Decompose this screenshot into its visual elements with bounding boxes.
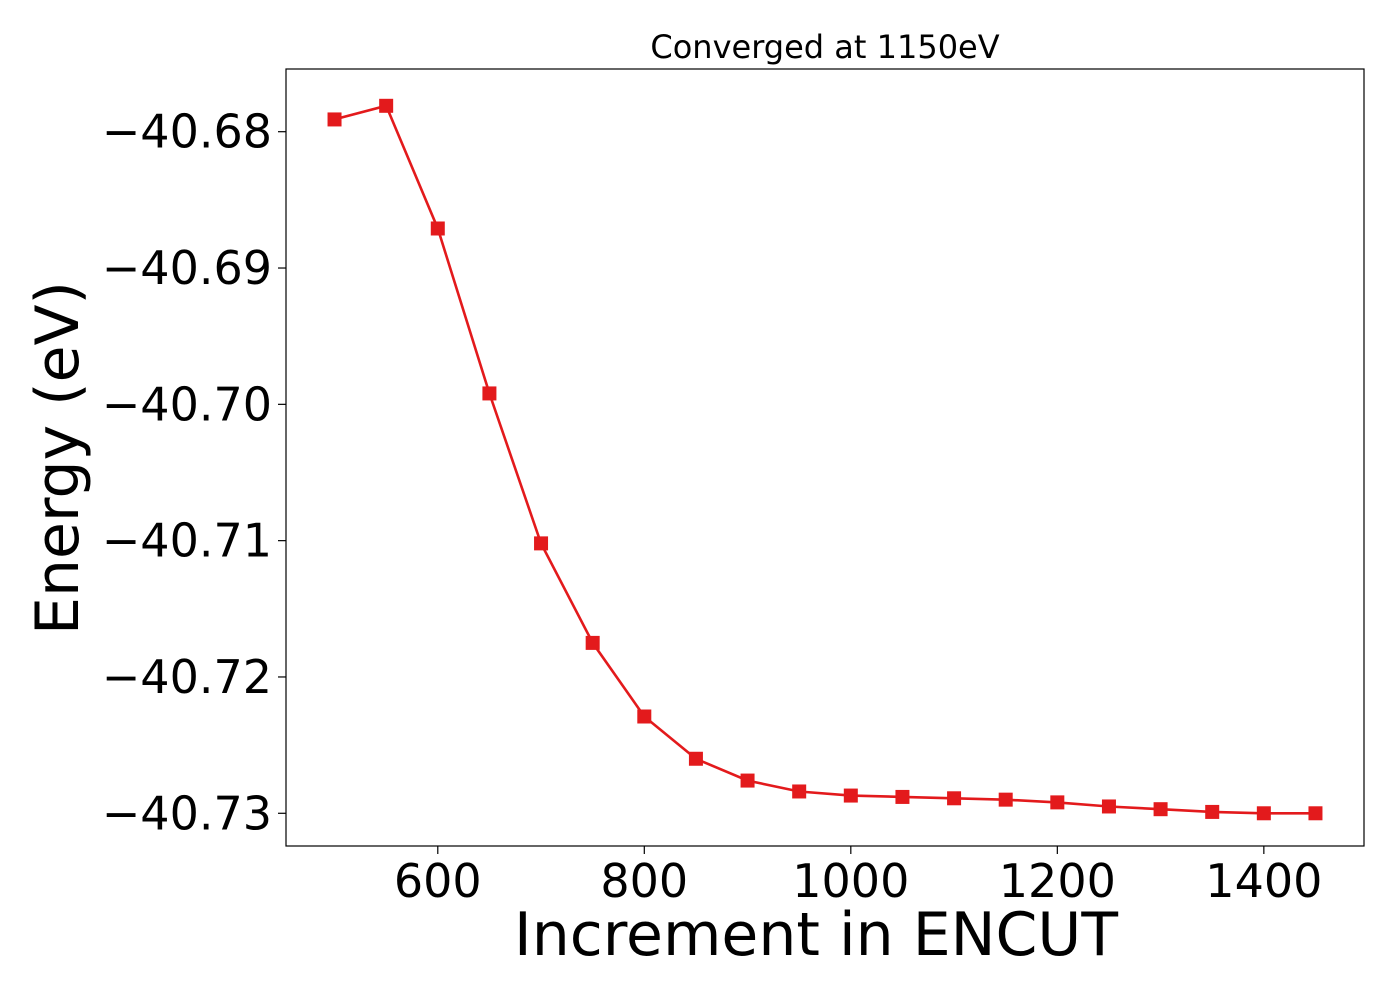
y-axis: −40.68 −40.69 −40.70 −40.71 −40.72 −40.73 [102,105,286,840]
data-point-marker [585,635,600,650]
data-point-marker [740,773,755,788]
data-point-marker [947,791,962,806]
x-axis-label: Increment in ENCUT [514,900,1118,970]
y-axis-label: Energy (eV) [23,281,93,635]
data-point-marker [998,792,1013,807]
data-point-marker [1101,799,1116,814]
data-point-marker [534,536,549,551]
data-point-marker [895,789,910,804]
series-line [334,104,1316,815]
y-tick-label: −40.70 [102,377,272,431]
data-point-marker [379,98,394,113]
x-tick-label: 600 [394,854,482,908]
x-tick-label: 1400 [1205,854,1322,908]
data-point-marker [482,386,497,401]
y-tick-label: −40.71 [102,514,272,568]
x-axis: 600 800 1000 1200 1400 [394,846,1322,908]
data-point-marker [792,784,807,799]
data-point-marker [1205,804,1220,819]
y-tick-label: −40.72 [102,650,272,704]
data-point-marker [430,221,445,236]
data-point-marker [637,709,652,724]
y-tick-label: −40.69 [102,241,272,295]
x-tick-label: 800 [600,854,688,908]
series-markers [327,98,1323,821]
data-point-marker [688,751,703,766]
x-tick-label: 1000 [792,854,909,908]
data-point-marker [1050,795,1065,810]
plot-area-frame [285,68,1365,847]
chart-title: Converged at 1150eV [650,28,999,66]
data-point-marker [1153,802,1168,817]
x-tick-label: 1200 [999,854,1116,908]
data-point-marker [327,112,342,127]
y-tick-label: −40.73 [102,786,272,840]
data-point-marker [1308,806,1323,821]
y-tick-label: −40.68 [102,105,272,159]
data-point-marker [1256,806,1271,821]
data-point-marker [843,788,858,803]
